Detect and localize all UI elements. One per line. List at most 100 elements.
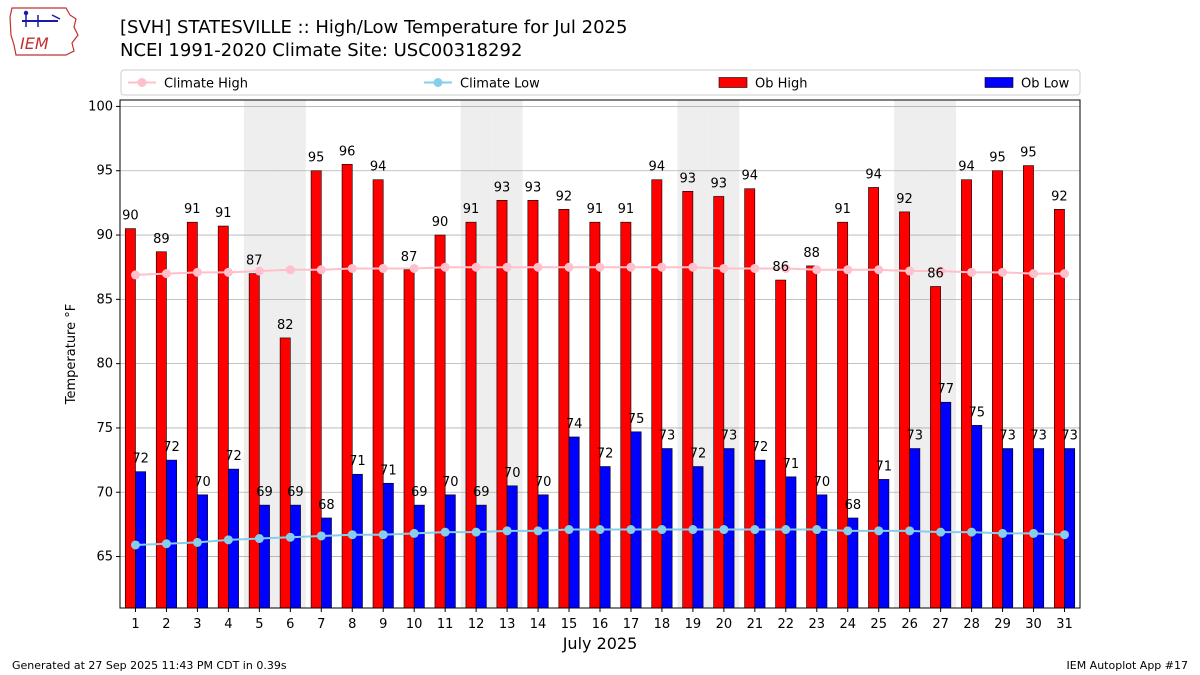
iem-logo: IEM: [8, 5, 82, 59]
x-tick-label: 18: [654, 617, 671, 632]
x-tick-label: 6: [286, 617, 294, 632]
ob-low-bar: [382, 482, 394, 609]
ob-high-bar: [217, 225, 229, 609]
climate-low-point: [905, 526, 915, 536]
ob-high-label: 93: [494, 180, 511, 195]
climate-high-point: [564, 262, 574, 272]
y-tick-label: 80: [96, 357, 113, 372]
plot-frame: [119, 99, 1081, 609]
ob-high-label: 87: [401, 250, 418, 265]
ob-high-label: 93: [525, 180, 542, 195]
climate-high-point: [843, 265, 853, 275]
legend-marker: [137, 78, 147, 87]
ob-high-bar: [465, 221, 477, 609]
ob-low-bar: [1033, 448, 1045, 609]
ob-high-label: 89: [153, 232, 170, 247]
ob-low-bar: [413, 504, 425, 609]
climate-high-point: [1029, 269, 1039, 279]
chart-subtitle: NCEI 1991-2020 Climate Site: USC00318292: [120, 40, 523, 61]
ob-low-bar: [1002, 448, 1014, 609]
y-tick-label: 65: [96, 550, 113, 565]
x-tick-label: 27: [932, 617, 949, 632]
ob-low-label: 70: [442, 475, 459, 490]
climate-low-point: [409, 528, 419, 538]
ob-low-bar: [351, 473, 363, 609]
x-tick-label: 5: [255, 617, 263, 632]
ob-high-bar: [992, 170, 1003, 609]
x-tick-label: 19: [685, 617, 702, 632]
x-tick-label: 23: [809, 617, 826, 632]
y-tick-label: 70: [96, 485, 113, 500]
ob-low-bar: [506, 485, 518, 609]
ob-high-label: 95: [1020, 146, 1037, 161]
ob-high-bar: [589, 221, 601, 609]
ob-low-label: 68: [318, 498, 335, 513]
ob-low-label: 73: [1061, 429, 1078, 444]
ob-high-label: 94: [958, 160, 975, 175]
ob-high-label: 96: [339, 144, 356, 159]
ob-high-label: 91: [587, 202, 604, 217]
climate-high-point: [285, 265, 295, 275]
ob-low-label: 70: [814, 475, 831, 490]
climate-high-point: [595, 262, 605, 272]
ob-low-label: 70: [194, 475, 211, 490]
ob-high-label: 94: [865, 167, 882, 182]
ob-low-bar: [259, 504, 270, 609]
climate-low-point: [936, 527, 946, 537]
climate-low-point: [502, 526, 512, 536]
climate-low-point: [750, 525, 760, 535]
climate-low-point: [843, 526, 853, 536]
x-tick-label: 13: [499, 617, 516, 632]
y-tick-label: 95: [96, 164, 113, 179]
climate-low-point: [781, 525, 791, 535]
x-tick-label: 29: [994, 617, 1011, 632]
climate-high-point: [502, 262, 512, 272]
ob-low-bar: [444, 494, 456, 609]
ob-low-label: 75: [628, 412, 645, 427]
x-tick-label: 4: [224, 617, 232, 632]
ob-low-bar: [135, 471, 147, 609]
ob-high-label: 92: [896, 192, 913, 207]
ob-high-bar: [124, 228, 136, 609]
ob-low-label: 71: [783, 457, 800, 472]
ob-low-label: 71: [876, 459, 893, 474]
climate-low-point: [657, 525, 667, 535]
ob-low-label: 73: [1030, 429, 1047, 444]
ob-low-bar: [785, 476, 797, 609]
ob-low-label: 72: [690, 447, 707, 462]
climate-high-point: [874, 265, 884, 275]
x-tick-label: 26: [901, 617, 918, 632]
climate-high-point: [688, 262, 698, 272]
x-tick-label: 11: [437, 617, 454, 632]
ob-high-label: 94: [370, 160, 387, 175]
ob-low-label: 73: [659, 429, 676, 444]
ob-high-bar: [775, 279, 787, 609]
ob-high-bar: [1023, 165, 1034, 609]
climate-low-point: [874, 526, 884, 536]
ob-high-bar: [434, 234, 446, 609]
ob-high-label: 91: [184, 202, 201, 217]
climate-high-point: [750, 263, 760, 273]
ob-low-label: 71: [349, 454, 366, 469]
x-tick-label: 14: [530, 617, 547, 632]
ob-low-bar: [1064, 448, 1076, 609]
ob-low-bar: [940, 401, 952, 609]
climate-low-point: [533, 526, 543, 536]
climate-low-point: [192, 537, 202, 547]
ob-high-bar: [403, 269, 415, 609]
ob-low-bar: [475, 504, 487, 609]
legend-bar-swatch: [718, 77, 748, 88]
climate-high-point: [533, 262, 543, 272]
climate-high-point: [719, 263, 729, 273]
climate-low-point: [998, 528, 1008, 538]
ob-low-label: 69: [411, 485, 428, 500]
climate-high-point: [812, 265, 822, 275]
ob-high-label: 91: [618, 202, 635, 217]
legend-box: [120, 69, 1081, 96]
climate-high-point: [471, 262, 481, 272]
legend-label: Ob High: [755, 77, 808, 92]
ob-low-label: 73: [907, 429, 924, 444]
climate-low-point: [688, 525, 698, 535]
ob-low-bar: [692, 466, 704, 609]
climate-high-point: [440, 262, 450, 272]
